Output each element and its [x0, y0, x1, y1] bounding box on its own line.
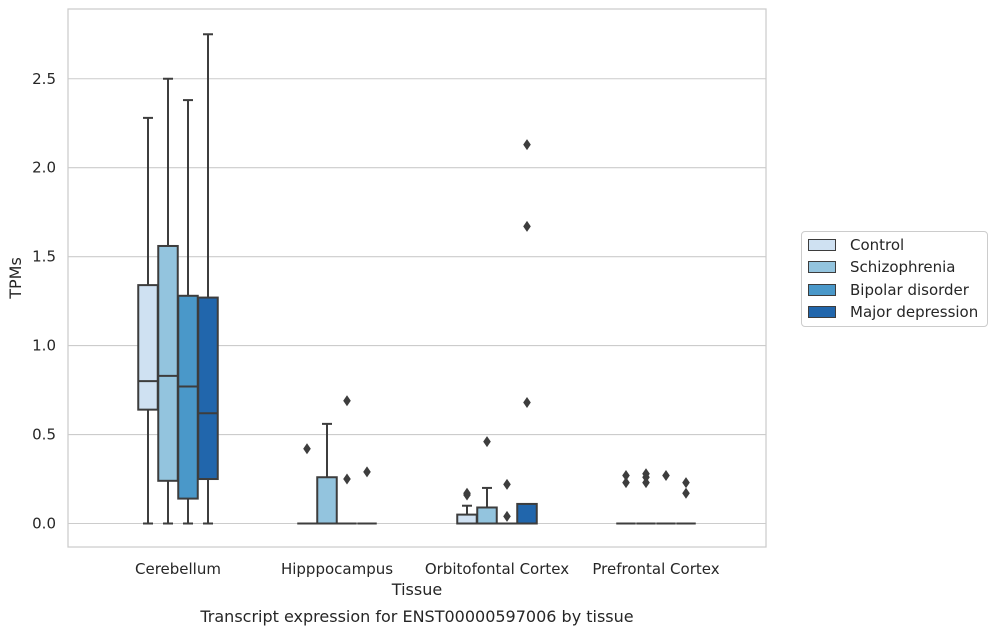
box-body — [157, 244, 179, 482]
box-control-orbitofontal-cortex — [456, 504, 478, 525]
x-tick-label: Orbitofontal Cortex — [425, 560, 569, 578]
plot-frame — [67, 8, 767, 548]
outlier-point — [682, 487, 690, 499]
outlier-point — [343, 473, 351, 485]
box-schizophrenia-hipppocampus — [316, 422, 338, 525]
outlier-point — [463, 487, 471, 499]
y-tick-label: 0.5 — [32, 426, 56, 444]
box-schizophrenia-cerebellum — [157, 77, 179, 525]
legend-swatch-bipolar-disorder — [808, 284, 836, 296]
outlier-point — [503, 510, 511, 522]
y-tick-label: 1.5 — [32, 248, 56, 266]
outlier-point — [523, 220, 531, 232]
y-tick-label: 1.0 — [32, 337, 56, 355]
outlier-point — [503, 478, 511, 490]
legend-item-schizophrenia: Schizophrenia — [808, 256, 955, 278]
legend-item-bipolar-disorder: Bipolar disorder — [808, 279, 969, 301]
outlier-point — [622, 469, 630, 481]
box-body — [316, 476, 338, 525]
legend-swatch-control — [808, 239, 836, 251]
x-axis-label: Tissue — [391, 580, 442, 599]
x-tick-label: Cerebellum — [135, 560, 221, 578]
box-bipolar-disorder-cerebellum — [177, 99, 199, 525]
x-tick-label: Prefrontal Cortex — [592, 560, 719, 578]
outlier-point — [343, 395, 351, 407]
box-body — [516, 502, 538, 525]
y-tick-label: 0.0 — [32, 515, 56, 533]
outlier-point — [523, 139, 531, 151]
legend-label-control: Control — [850, 236, 905, 254]
legend-label-schizophrenia: Schizophrenia — [850, 258, 956, 276]
outlier-point — [642, 468, 650, 480]
legend-label-major-depression: Major depression — [850, 303, 979, 321]
chart-title: Transcript expression for ENST0000059700… — [199, 607, 633, 626]
box-body — [476, 506, 498, 525]
legend: Control Schizophrenia Bipolar disorder M… — [801, 231, 988, 327]
box-body — [456, 513, 478, 525]
legend-label-bipolar-disorder: Bipolar disorder — [850, 281, 969, 299]
box-plot-boxes — [137, 33, 696, 525]
outlier-point — [622, 477, 630, 489]
box-schizophrenia-orbitofontal-cortex — [476, 486, 498, 525]
outlier-point — [523, 397, 531, 409]
outlier-points — [303, 139, 690, 522]
outlier-point — [483, 436, 491, 448]
box-major-depression-orbitofontal-cortex — [516, 502, 538, 525]
legend-swatch-schizophrenia — [808, 261, 836, 273]
y-tick-label: 2.0 — [32, 159, 56, 177]
box-major-depression-cerebellum — [197, 33, 219, 525]
box-control-cerebellum — [137, 116, 159, 525]
outlier-point — [662, 469, 670, 481]
legend-swatch-major-depression — [808, 306, 836, 318]
outlier-point — [682, 477, 690, 489]
legend-item-control: Control — [808, 234, 904, 256]
x-tick-label: Hipppocampus — [281, 560, 393, 578]
legend-item-major-depression: Major depression — [808, 301, 978, 323]
y-axis-label: TPMs — [6, 257, 25, 300]
tick-labels: 0.0 0.5 1.0 1.5 2.0 2.5 Cerebellum Hipppocampus… — [32, 70, 720, 578]
y-tick-label: 2.5 — [32, 70, 56, 88]
outlier-point — [303, 443, 311, 455]
box-body — [197, 296, 219, 481]
box-body — [177, 294, 199, 500]
outlier-point — [363, 466, 371, 478]
box-body — [137, 284, 159, 411]
